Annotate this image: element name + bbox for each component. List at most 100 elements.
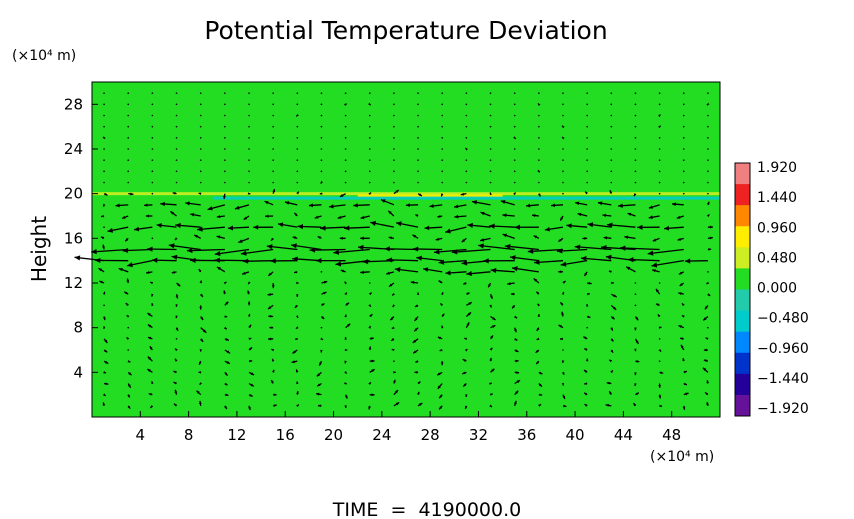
wind-vector [271,369,275,373]
wind-vector [514,337,518,341]
x-tick-label: 4 [136,426,146,444]
wind-vector [345,302,350,306]
wind-vector [199,170,202,173]
wind-vector [465,311,472,317]
wind-vector [247,192,251,195]
wind-vector [647,248,684,256]
wind-vector [295,369,299,373]
wind-vector [391,348,395,352]
wind-vector [707,170,709,173]
wind-vector [534,259,564,265]
wind-vector [368,325,371,329]
wind-vector [344,314,347,318]
wind-vector [634,372,637,376]
wind-vector [318,360,323,366]
wind-vector [393,159,395,161]
wind-vector [320,159,323,161]
wind-vector [682,114,685,117]
wind-vector [417,381,421,385]
colorbar-swatch [735,247,750,269]
wind-vector [414,316,419,322]
wind-vector [684,258,708,264]
wind-vector [489,181,492,184]
wind-vector [608,390,612,395]
wind-vector [198,192,202,195]
wind-vector [248,359,253,363]
wind-vector [562,394,566,400]
wind-vector [471,200,491,206]
wind-vector [513,136,517,140]
wind-vector [619,245,660,251]
wind-vector [315,392,322,396]
wind-vector [296,294,299,297]
wind-vector [561,371,565,376]
wind-vector [438,280,443,284]
wind-vector [214,248,250,257]
wind-vector [465,181,468,184]
wind-vector [703,359,709,363]
wind-vector [345,323,351,329]
wind-vector [634,293,637,295]
wind-vector [393,137,395,139]
wind-vector [369,368,376,373]
wind-vector [272,181,274,184]
wind-vector [561,311,564,317]
wind-vector [175,304,178,307]
wind-vector [489,393,493,396]
anomaly-band-0 [92,192,720,196]
wind-vector [393,379,396,384]
wind-vector [320,326,323,329]
wind-vector [651,269,660,273]
wind-vector [559,337,564,341]
wind-vector [393,92,395,94]
wind-vector [240,248,274,256]
wind-vector [479,237,491,242]
wind-vector [637,224,660,230]
wind-vector [490,368,495,373]
wind-vector [127,371,132,376]
wind-vector [294,304,298,309]
colorbar-tick-label: −1.920 [757,401,809,417]
wind-vector [151,381,154,385]
wind-vector [634,181,637,184]
wind-vector [248,405,251,411]
wind-vector [103,170,105,173]
y-tick-label: 8 [73,319,83,337]
wind-vector [405,203,419,208]
wind-vector [707,148,709,150]
wind-vector [293,270,298,274]
wind-vector [147,336,153,340]
wind-vector [272,103,274,106]
wind-vector [422,267,443,273]
wind-vector [707,92,709,94]
wind-vector [584,403,588,407]
wind-vector [562,181,564,184]
y-axis: 4 8 12 16 20 24 28 [64,95,98,381]
wind-vector [344,348,348,352]
wind-vector [344,137,347,139]
wind-vector [149,345,153,351]
wind-vector [562,192,564,195]
wind-vector [393,371,396,374]
wind-vector [513,114,516,117]
wind-vector [223,193,226,200]
wind-vector [655,288,661,295]
wind-vector [586,103,588,106]
wind-vector [704,304,709,310]
wind-vector [416,292,420,296]
wind-vector [272,404,277,407]
wind-vector [171,270,177,274]
wind-vector [103,114,105,117]
wind-vector [337,215,346,219]
wind-vector [126,278,130,284]
wind-vector [538,403,542,407]
wind-vector [706,213,710,218]
wind-vector [679,337,684,340]
wind-vector [514,224,539,230]
wind-vector [103,159,105,161]
wind-vector [248,346,253,351]
wind-vector [271,348,275,352]
wind-vector [634,327,637,331]
wind-vector [610,316,616,320]
wind-vector [538,125,540,128]
